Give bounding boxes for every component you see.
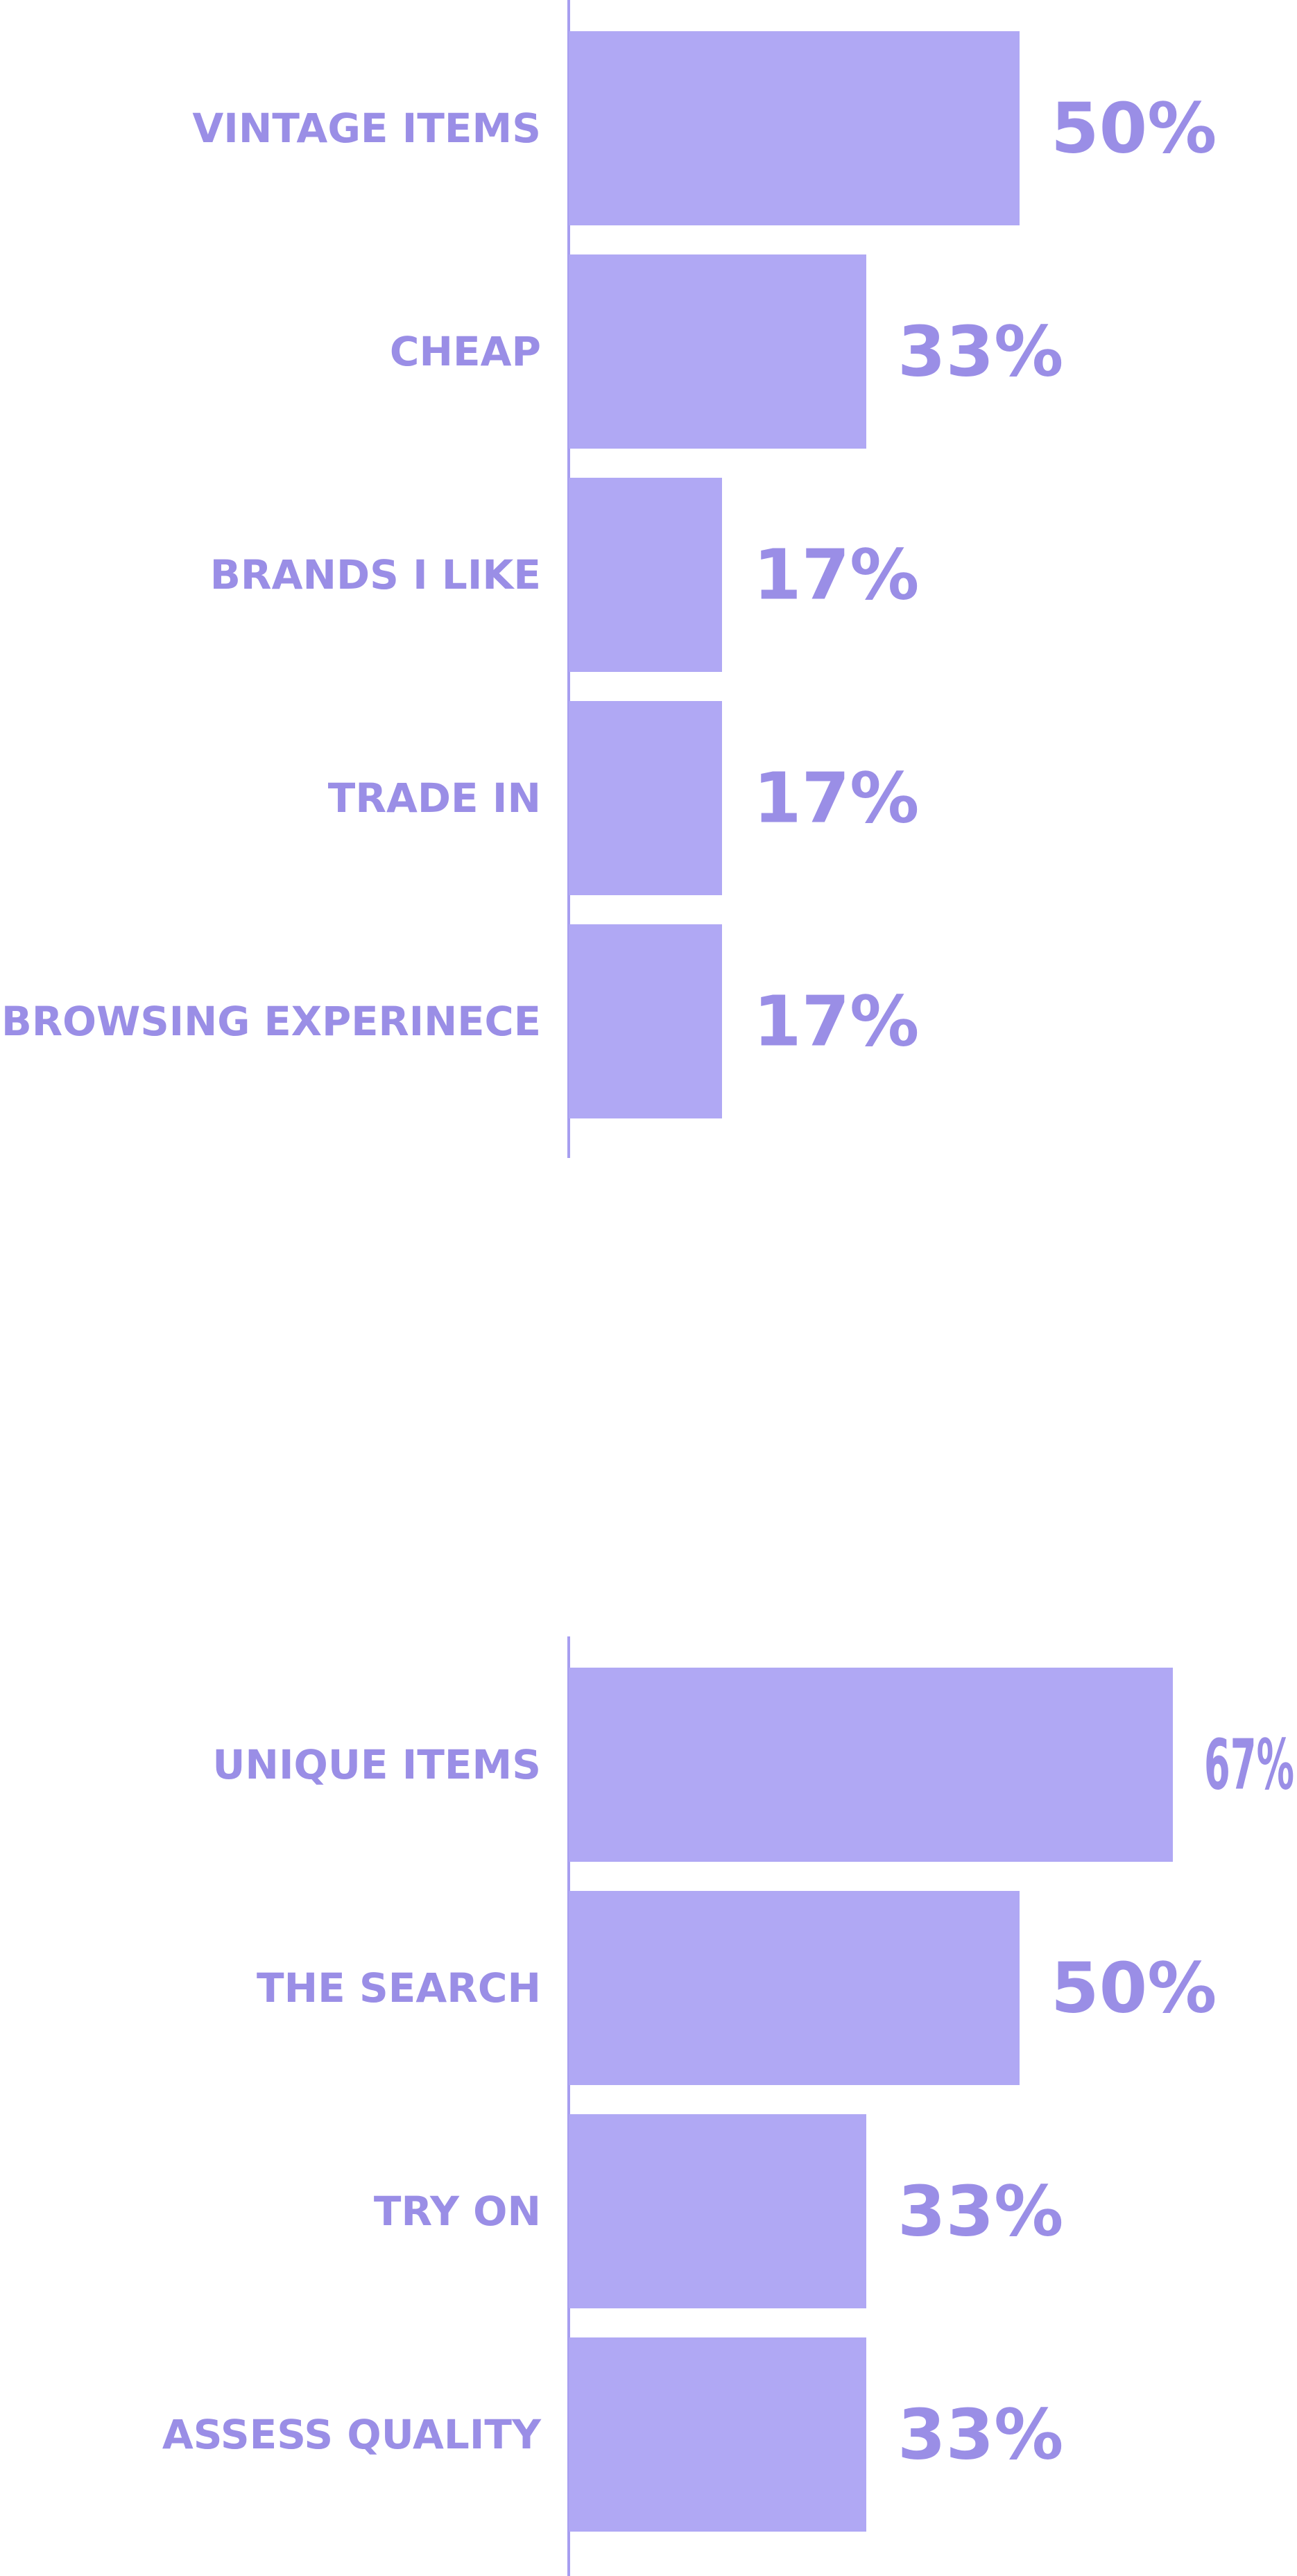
chart-2-bar (569, 1668, 1173, 1862)
chart-1-bar (569, 924, 722, 1118)
chart-1-bar (569, 701, 722, 895)
chart-2-value-label: 50% (1051, 1948, 1217, 2029)
chart-1-bar (569, 254, 866, 449)
chart-2-category-label: TRY ON (374, 2188, 541, 2235)
chart-1-bar (569, 478, 722, 672)
chart-2-value-label: 33% (897, 2394, 1063, 2475)
chart-2-category-label: UNIQUE ITEMS (212, 1741, 541, 1788)
chart-2-value-label: 67% (1204, 1724, 1294, 1806)
chart-1-value-label: 17% (753, 981, 919, 1062)
chart-1-value-label: 33% (897, 311, 1063, 392)
chart-1-category-label: BROWSING EXPERINECE (1, 998, 541, 1045)
chart-2-bar (569, 2114, 866, 2308)
bar-chart-2: UNIQUE ITEMS 67% THE SEARCH 50% TRY ON 33% ASS… (162, 1636, 1294, 2576)
bar-chart-1: VINTAGE ITEMS 50% CHEAP 33% BRANDS I LIKE 17%… (1, 0, 1217, 1158)
chart-1-category-label: CHEAP (390, 328, 541, 375)
chart-1-value-label: 17% (753, 758, 919, 839)
chart-1-category-label: TRADE IN (328, 775, 541, 822)
chart-1-value-label: 17% (753, 535, 919, 616)
chart-2-category-label: THE SEARCH (257, 1964, 541, 2012)
chart-1-value-label: 50% (1051, 88, 1217, 169)
chart-2-value-label: 33% (897, 2171, 1063, 2252)
chart-1-category-label: BRANDS I LIKE (210, 551, 541, 598)
chart-2-bar (569, 1891, 1020, 2085)
chart-2-bar (569, 2337, 866, 2532)
chart-1-category-label: VINTAGE ITEMS (192, 105, 541, 152)
chart-1-bar (569, 31, 1020, 225)
chart-2-category-label: ASSESS QUALITY (162, 2411, 542, 2458)
